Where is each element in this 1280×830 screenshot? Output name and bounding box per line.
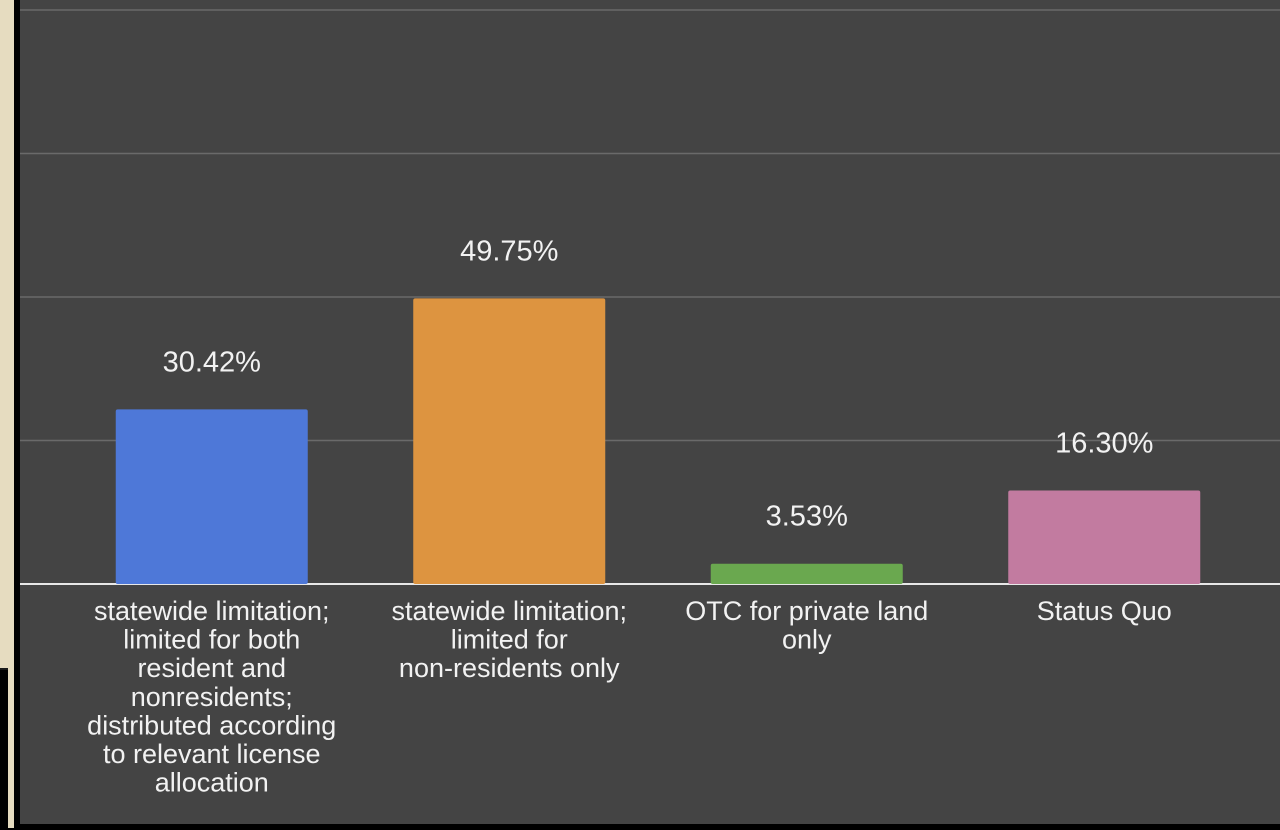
data-label: 3.53% [766,501,848,533]
bar[interactable] [413,298,606,584]
category-label: Status Quo [1037,596,1172,626]
bar-chart-panel: 30.42% statewide limitation; limited for b… [20,0,1280,824]
left-panel-edge [0,668,8,830]
bar[interactable] [1008,490,1201,584]
category-label: statewide limitation; limited for both res… [87,596,336,798]
bar-chart: 30.42% statewide limitation; limited for b… [20,9,1280,798]
category-label: statewide limitation; limited for non-resi… [391,596,627,683]
data-label: 16.30% [1055,427,1153,459]
data-label: 49.75% [460,235,558,267]
bar[interactable] [710,563,903,584]
bar[interactable] [115,409,308,584]
page-background-strip [0,0,14,828]
category-label: OTC for private land only [685,596,928,655]
data-label: 30.42% [163,346,261,378]
